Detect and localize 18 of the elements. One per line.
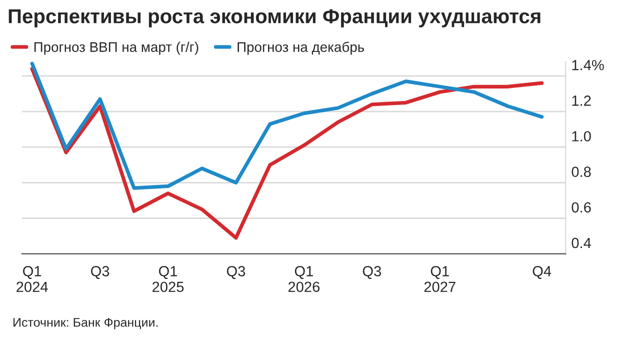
x-tick-label: Q1 2027 — [424, 266, 456, 292]
y-tick-label: 1.0 — [572, 131, 591, 142]
y-tick-label: 1.2 — [572, 96, 591, 106]
y-tick-label: 0.6 — [572, 202, 591, 213]
x-tick-label: Q4 — [532, 266, 552, 279]
x-tick-label: Q3 — [91, 266, 110, 279]
x-tick-label: Q3 — [226, 266, 246, 279]
legend-label: Прогноз ВВП на март (г/г) — [34, 42, 198, 55]
x-tick-label: Q3 — [362, 266, 381, 279]
x-tick-label: Q1 2025 — [152, 266, 184, 292]
x-tick-label: Q1 2026 — [288, 266, 320, 292]
x-tick-label: Q1 2024 — [16, 266, 48, 292]
legend-label: Прогноз на декабрь — [238, 42, 364, 55]
y-tick-label: 0.8 — [572, 166, 591, 177]
text: Источник: Банк Франции. — [14, 318, 158, 330]
y-tick-label: 1.4% — [572, 60, 604, 70]
y-tick-label: 0.4 — [572, 238, 592, 248]
chart-title: Перспективы роста экономики Франции ухудшаются — [8, 9, 540, 28]
